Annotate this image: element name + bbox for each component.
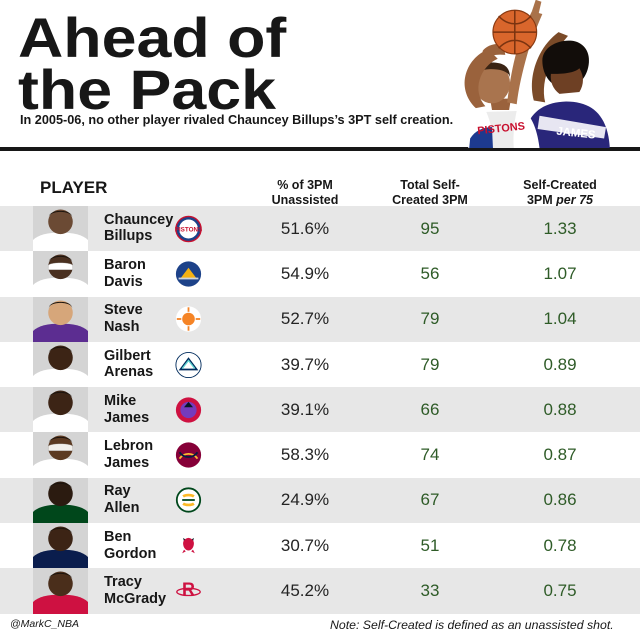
svg-text:PISTONS: PISTONS — [175, 226, 202, 233]
svg-text:R: R — [182, 580, 195, 600]
